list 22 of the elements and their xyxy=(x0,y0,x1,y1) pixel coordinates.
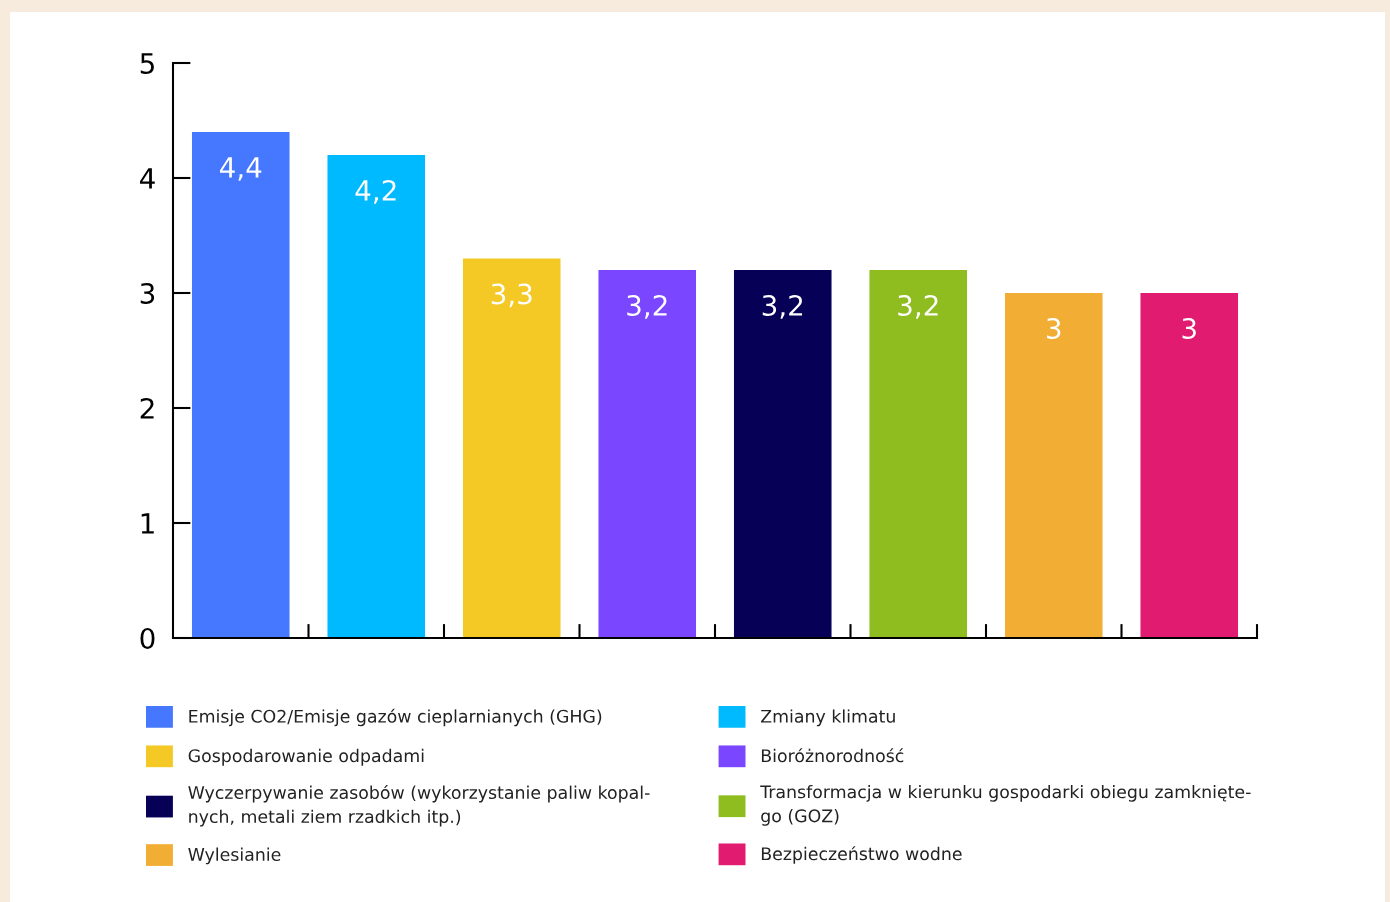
data-label: 3,2 xyxy=(762,295,803,319)
data-label: 3,2 xyxy=(898,295,938,319)
legend-label: Gospodarowanie odpadami xyxy=(188,748,424,766)
data-label: 3 xyxy=(1047,318,1061,340)
y-tick-label: 3 xyxy=(140,282,155,304)
data-label: 4,4 xyxy=(220,157,262,181)
legend-label: Wyczerpywanie zasobów (wykorzystanie paliw kopal- nych, metali ziem rzadkich itp.) xyxy=(188,784,650,827)
legend-label: Emisje CO2/Emisje gazów cieplarnianych (GHG) xyxy=(189,708,602,727)
y-tick-label: 1 xyxy=(141,513,154,534)
y-tick-label: 4 xyxy=(140,168,155,189)
y-tick-label: 2 xyxy=(140,397,154,419)
legend-label: Wylesianie xyxy=(188,847,281,865)
legend-label: Bioróżnorodność xyxy=(761,748,904,763)
data-label: 3,3 xyxy=(491,283,532,308)
legend-label: Transformacja w kierunku gospodarki obiegu zamknięte- go (GOZ) xyxy=(760,784,1251,826)
y-tick-label: 5 xyxy=(140,53,154,74)
data-label: 4,2 xyxy=(355,180,396,204)
legend-label: Zmiany klimatu xyxy=(761,709,895,727)
y-tick-label: 0 xyxy=(140,627,155,649)
legend-label: Bezpieczeństwo wodne xyxy=(761,846,962,864)
data-label: 3 xyxy=(1182,318,1196,340)
data-label: 3,2 xyxy=(627,295,667,319)
